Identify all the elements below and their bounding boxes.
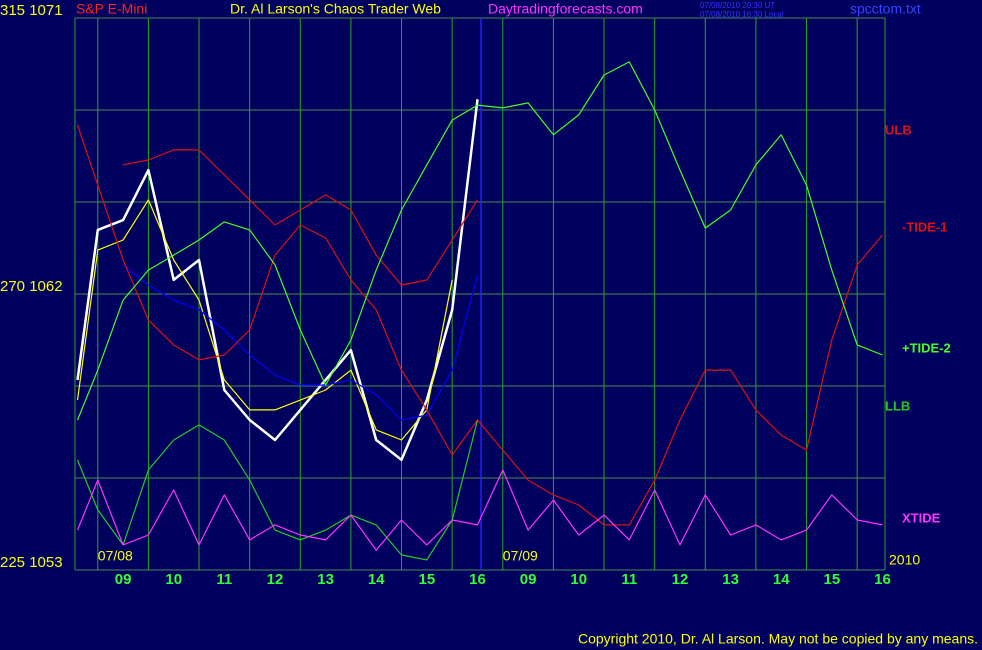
- copyright: Copyright 2010, Dr. Al Larson. May not b…: [578, 631, 978, 647]
- date-label: 07/09: [503, 548, 538, 564]
- series-line: [76, 61, 883, 421]
- x-tick-label: 14: [368, 571, 385, 588]
- x-tick-label: 16: [874, 571, 891, 588]
- title: Dr. Al Larson's Chaos Trader Web: [230, 1, 441, 17]
- year-label: 2010: [889, 552, 920, 568]
- site: Daytradingforecasts.com: [488, 1, 643, 17]
- series-line: [122, 149, 479, 286]
- x-tick-label: 16: [469, 571, 486, 588]
- x-tick-label: 09: [520, 571, 537, 588]
- x-tick-label: 11: [621, 571, 637, 588]
- x-tick-label: 09: [115, 571, 132, 588]
- x-tick-label: 15: [824, 571, 841, 588]
- series-line: [76, 469, 883, 551]
- x-tick-label: 10: [570, 571, 587, 588]
- y-tick-label: 315 1071: [0, 2, 63, 19]
- legend-label: +TIDE-2: [902, 340, 951, 355]
- y-tick-label: 225 1053: [0, 554, 63, 571]
- series-line: [122, 264, 479, 421]
- x-tick-label: 13: [722, 571, 739, 588]
- series-line: [76, 419, 479, 561]
- legend-label: LLB: [885, 398, 910, 413]
- x-tick-label: 10: [165, 571, 182, 588]
- legend-label: -TIDE-1: [902, 219, 948, 234]
- legend-label: XTIDE: [902, 510, 941, 525]
- y-tick-label: 270 1062: [0, 278, 63, 295]
- x-tick-label: 11: [216, 571, 232, 588]
- x-tick-label: 12: [672, 571, 689, 588]
- legend-label: ULB: [885, 122, 912, 137]
- file-name: spcctom.txt: [850, 1, 921, 17]
- symbol: S&P E-Mini: [76, 1, 147, 17]
- x-tick-label: 12: [267, 571, 284, 588]
- date-label: 07/08: [98, 548, 133, 564]
- x-tick-label: 15: [419, 571, 436, 588]
- series-line: [76, 99, 479, 462]
- time-ut: 07/08/2010 20:30 UT: [700, 1, 775, 10]
- series-line: [76, 199, 453, 441]
- x-tick-label: 14: [773, 571, 790, 588]
- x-tick-label: 13: [317, 571, 334, 588]
- time-local: 07/08/2010 16:30 Local: [700, 10, 784, 19]
